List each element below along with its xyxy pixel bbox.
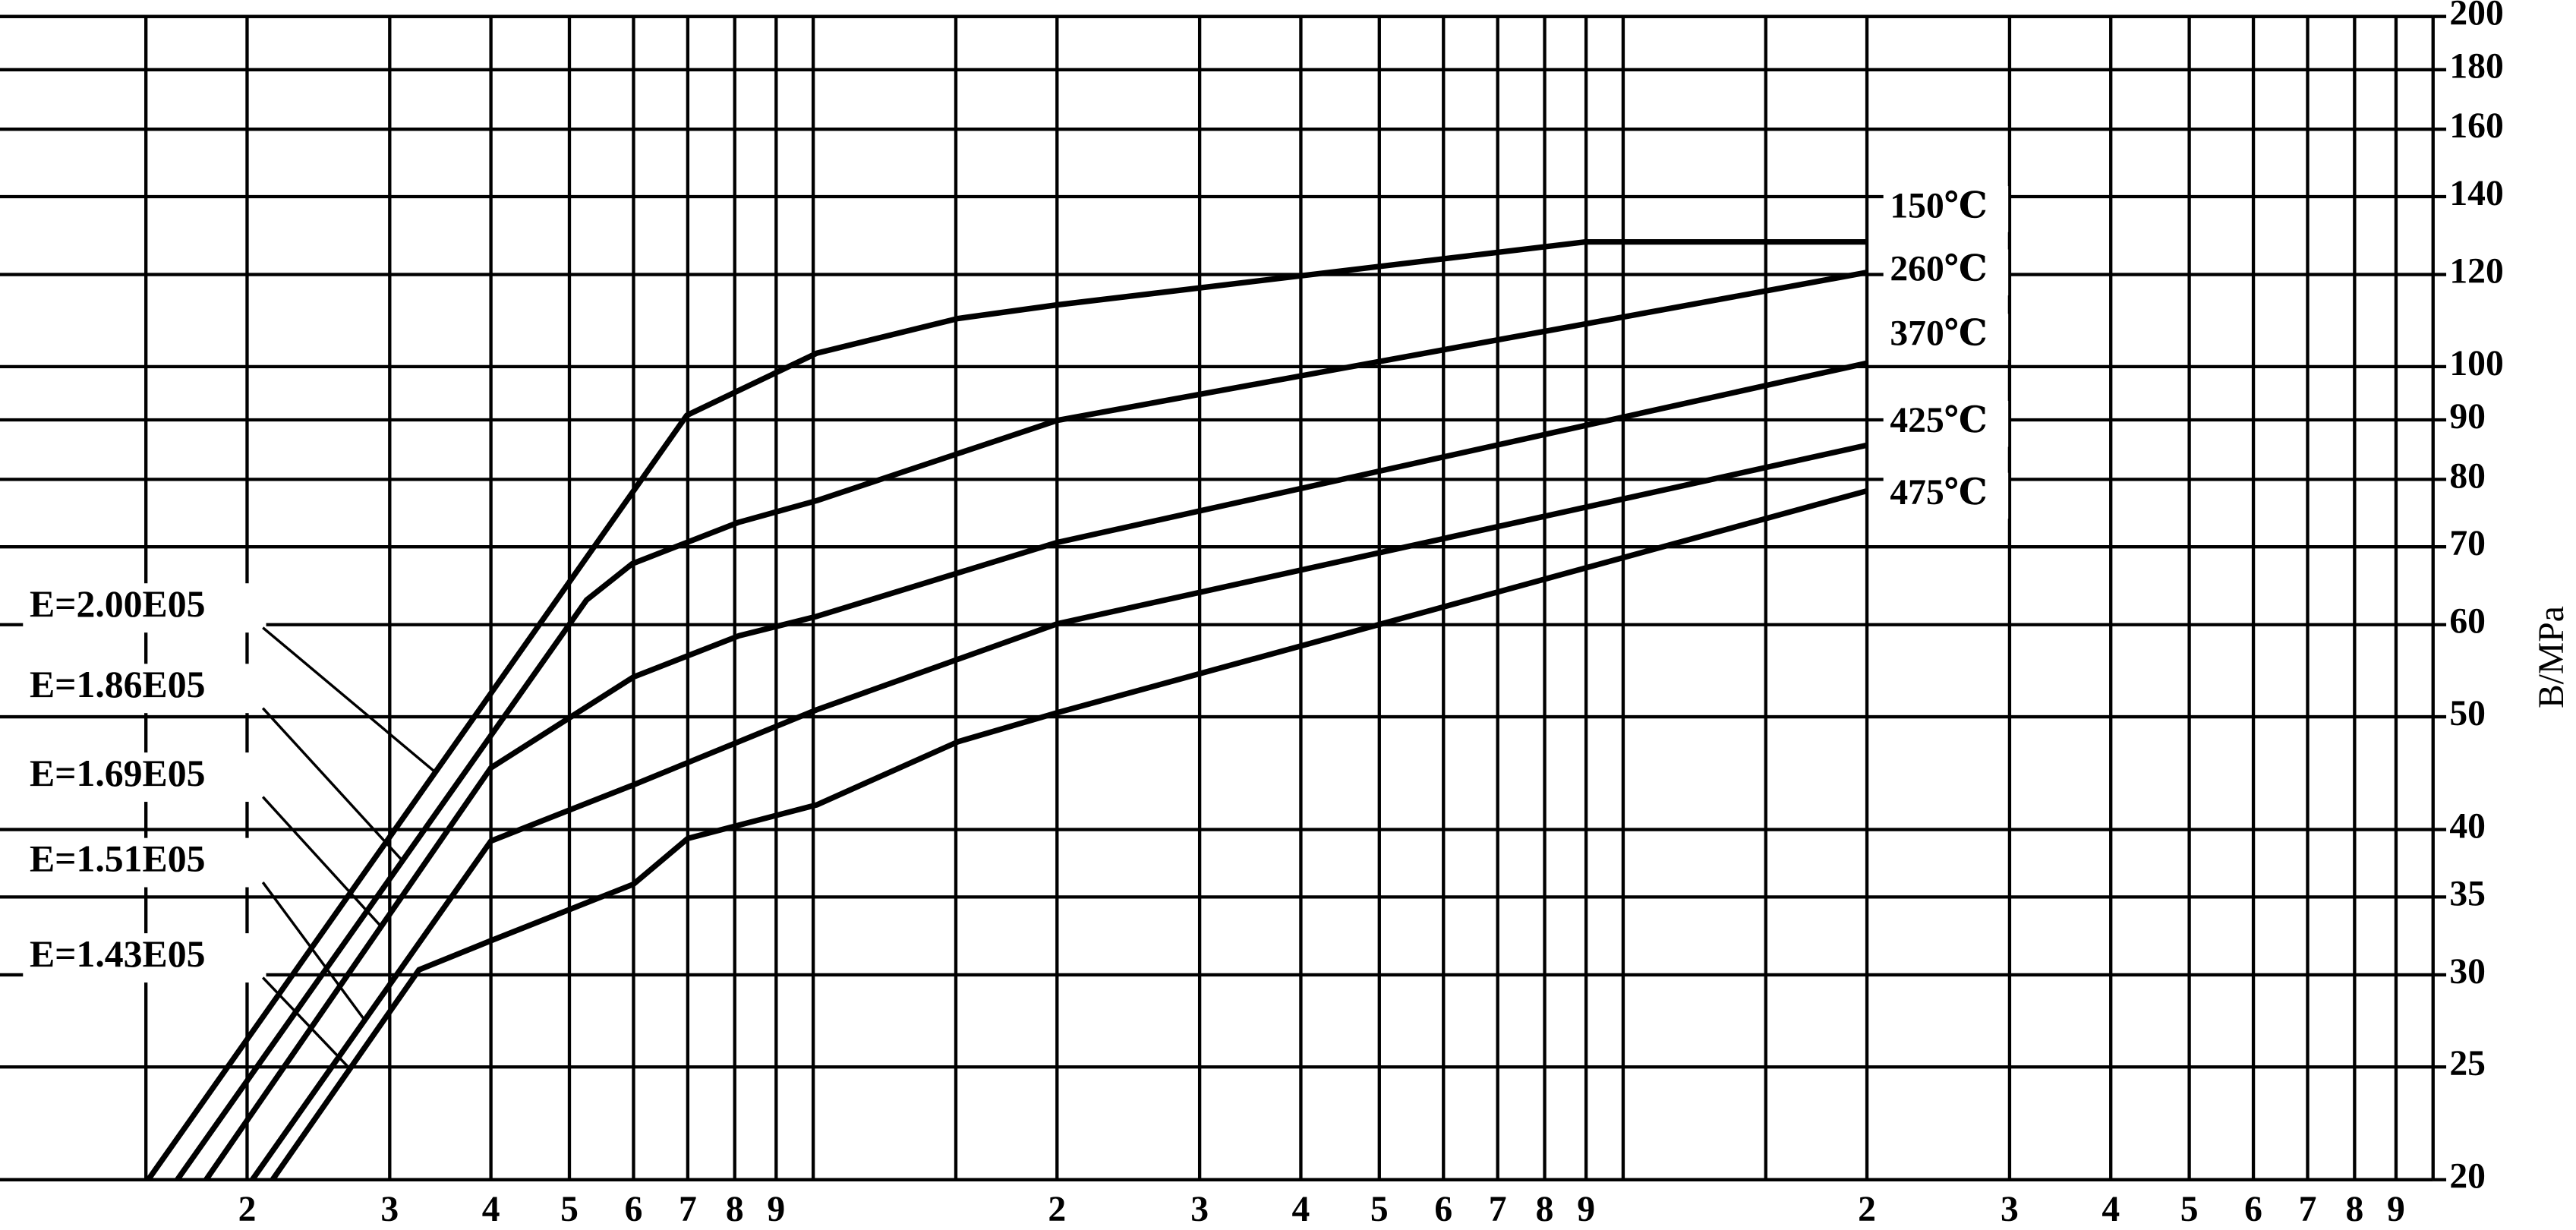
series-line: [270, 487, 1868, 1181]
y-tick-label: 100: [2449, 344, 2503, 383]
y-tick-label: 90: [2449, 397, 2486, 437]
y-axis-label: B/MPa: [2532, 606, 2571, 708]
series-label: 425℃: [1890, 401, 1987, 440]
x-tick-label: 5: [560, 1190, 579, 1229]
x-tick-label: 8: [1536, 1190, 1554, 1229]
label-background: [1883, 249, 2009, 296]
series-label: 370℃: [1890, 314, 1987, 354]
y-tick-label: 60: [2449, 602, 2486, 642]
annotation: E=1.86E05: [30, 664, 206, 705]
x-tick-label: 3: [2001, 1190, 2019, 1229]
series-label: 260℃: [1890, 250, 1987, 289]
x-tick-label: 7: [2299, 1190, 2317, 1229]
y-tick-label: 160: [2449, 106, 2503, 146]
x-tick-label: 3: [380, 1190, 399, 1229]
x-tick-label: 4: [1292, 1190, 1310, 1229]
leader-line: [261, 707, 404, 862]
y-tick-label: 20: [2449, 1157, 2486, 1197]
x-tick-label: 8: [2345, 1190, 2363, 1229]
y-tick-label: 120: [2449, 251, 2503, 291]
x-tick-label: 4: [2101, 1190, 2120, 1229]
label-background: [23, 837, 266, 888]
x-tick-label: 7: [1489, 1190, 1507, 1229]
label-background: [1883, 314, 2009, 360]
annotation: E=1.43E05: [30, 933, 206, 975]
x-tick-label: 3: [1190, 1190, 1209, 1229]
annotation: E=1.69E05: [30, 752, 206, 794]
x-tick-label: 2: [1048, 1190, 1066, 1229]
x-tick-label: 2: [238, 1190, 257, 1229]
series-label: 475℃: [1890, 473, 1987, 512]
leader-line: [261, 976, 352, 1070]
label-background: [23, 752, 266, 803]
y-tick-label: 35: [2449, 874, 2486, 913]
leader-line: [262, 626, 437, 774]
series-line: [250, 442, 1868, 1181]
series-line: [203, 360, 1868, 1181]
x-tick-label: 6: [625, 1190, 643, 1229]
x-tick-label: 9: [1577, 1190, 1595, 1229]
label-background: [23, 664, 266, 714]
x-tick-label: 5: [2180, 1190, 2199, 1229]
y-tick-label: 200: [2449, 0, 2503, 33]
x-tick-label: 6: [2244, 1190, 2262, 1229]
leader-line: [261, 796, 383, 928]
y-tick-label: 25: [2449, 1044, 2486, 1083]
x-tick-label: 5: [1370, 1190, 1389, 1229]
series-line: [146, 238, 1868, 1181]
x-tick-label: 2: [1858, 1190, 1876, 1229]
series-line: [175, 270, 1868, 1181]
y-tick-label: 140: [2449, 174, 2503, 213]
label-background: [1883, 186, 2009, 232]
x-tick-label: 9: [767, 1190, 785, 1229]
annotation: E=2.00E05: [30, 583, 206, 625]
x-tick-label: 9: [2387, 1190, 2405, 1229]
y-tick-label: 40: [2449, 806, 2486, 846]
label-background: [23, 583, 266, 633]
leader-line: [261, 882, 366, 1021]
x-tick-label: 6: [1434, 1190, 1452, 1229]
y-tick-label: 80: [2449, 456, 2486, 496]
y-tick-label: 50: [2449, 694, 2486, 733]
y-tick-label: 70: [2449, 524, 2486, 563]
series-label: 150℃: [1890, 186, 1987, 226]
annotation: E=1.51E05: [30, 838, 206, 880]
label-background: [23, 933, 266, 983]
y-tick-label: 30: [2449, 952, 2486, 992]
x-tick-label: 8: [726, 1190, 744, 1229]
x-tick-label: 4: [482, 1190, 500, 1229]
y-tick-label: 180: [2449, 47, 2503, 87]
label-background: [1883, 472, 2009, 519]
x-tick-label: 7: [679, 1190, 697, 1229]
label-background: [1883, 400, 2009, 447]
